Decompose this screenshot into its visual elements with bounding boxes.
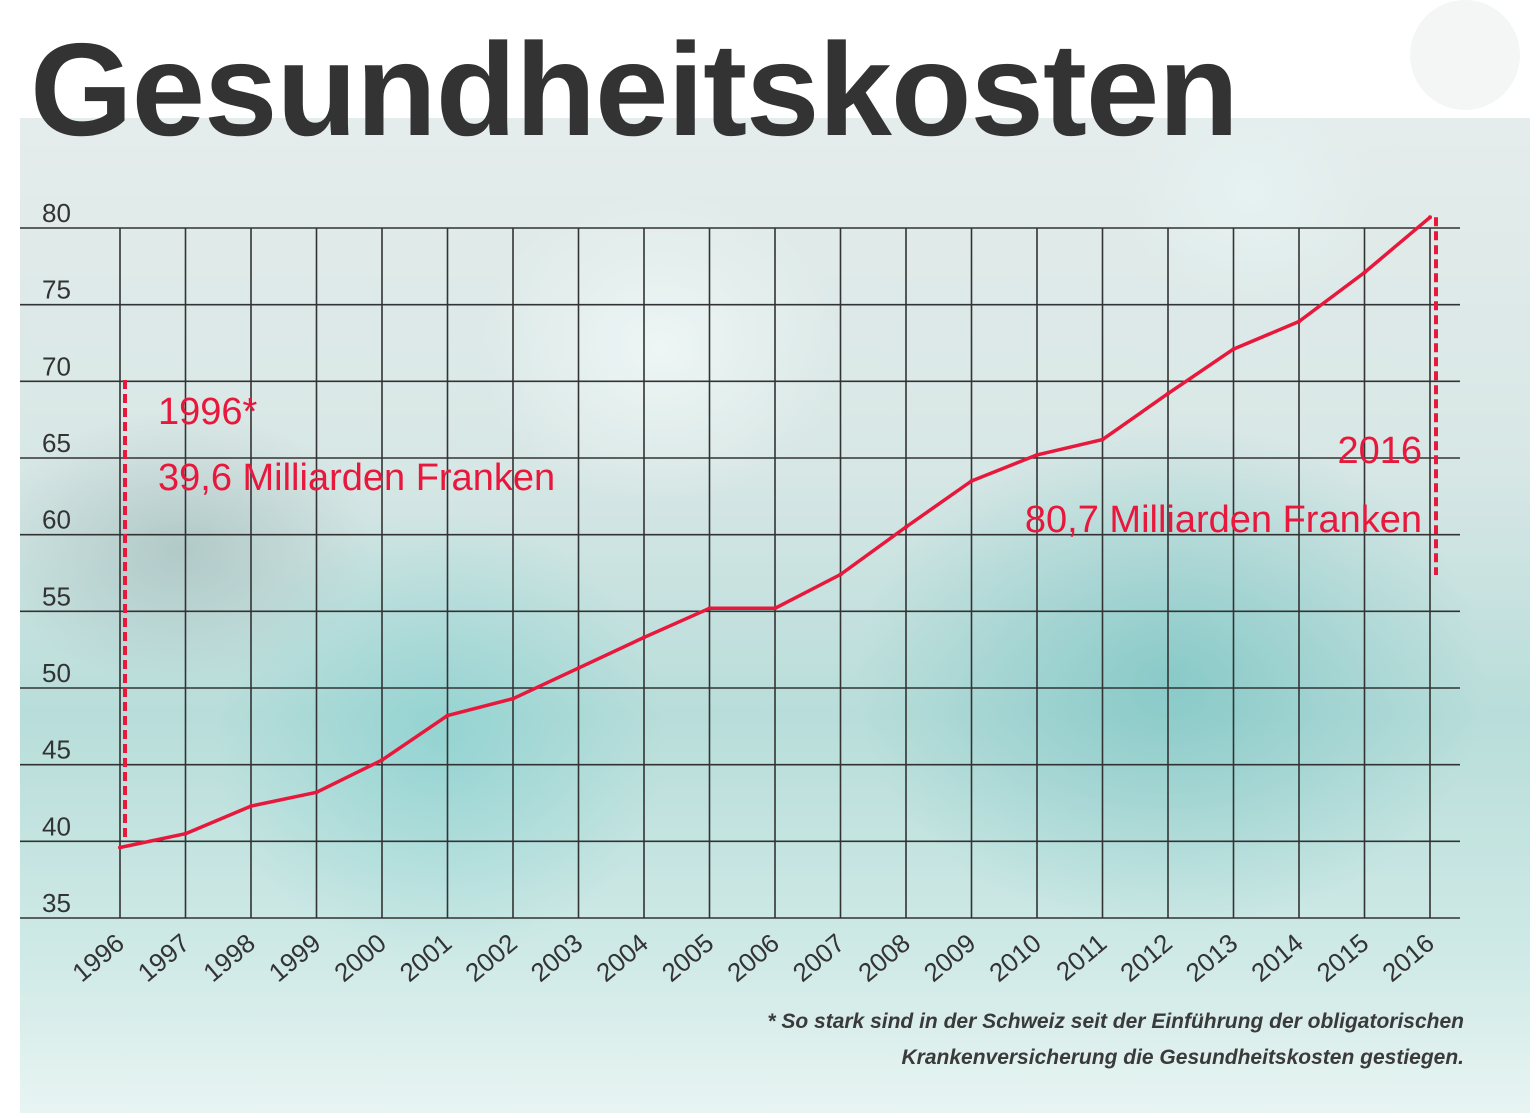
end-year-annotation: 2016 bbox=[1337, 430, 1422, 472]
y-tick-label: 70 bbox=[42, 351, 71, 381]
x-tick-label: 1996 bbox=[66, 928, 130, 988]
x-tick-label: 2016 bbox=[1376, 928, 1440, 988]
series-layer bbox=[118, 215, 1432, 850]
x-tick-label: 2007 bbox=[787, 928, 851, 988]
chart-grid bbox=[20, 227, 1460, 919]
data-point-2010 bbox=[1035, 452, 1039, 457]
x-axis-ticks: 1996 1997 1998 1999 2000 2001 2002 2003 2004 2005… bbox=[66, 928, 1440, 988]
data-point-2012 bbox=[1166, 391, 1170, 396]
data-point-2009 bbox=[969, 479, 974, 483]
x-tick-label: 2005 bbox=[656, 928, 720, 988]
data-point-2004 bbox=[642, 635, 646, 640]
corner-decoration bbox=[1410, 0, 1520, 110]
data-point-2002 bbox=[511, 696, 515, 701]
page-title: Gesundheitskosten bbox=[30, 16, 1239, 163]
data-point-1997 bbox=[183, 831, 188, 836]
data-point-2007 bbox=[838, 572, 843, 577]
data-point-2000 bbox=[380, 758, 384, 763]
x-tick-label: 2013 bbox=[1180, 928, 1244, 988]
data-point-2008 bbox=[904, 525, 908, 529]
x-tick-label: 1999 bbox=[263, 928, 327, 988]
data-point-2011 bbox=[1100, 437, 1105, 442]
y-axis-ticks: 35 40 45 50 55 60 65 70 75 80 bbox=[42, 198, 71, 918]
y-tick-label: 65 bbox=[42, 428, 71, 458]
data-point-1999 bbox=[314, 790, 319, 795]
y-tick-label: 50 bbox=[42, 658, 71, 688]
x-tick-label: 2011 bbox=[1050, 928, 1112, 987]
data-point-1996 bbox=[118, 845, 122, 850]
data-point-2013 bbox=[1231, 347, 1236, 352]
x-tick-label: 2001 bbox=[394, 928, 458, 988]
y-tick-label: 40 bbox=[42, 811, 71, 841]
y-tick-label: 80 bbox=[42, 198, 71, 228]
data-point-2016 bbox=[1428, 215, 1432, 220]
data-point-2014 bbox=[1297, 319, 1301, 324]
x-tick-label: 2010 bbox=[983, 928, 1047, 988]
data-point-2001 bbox=[445, 713, 450, 718]
x-tick-label: 2015 bbox=[1311, 928, 1375, 988]
footnote-line-2: Krankenversicherung die Gesundheitskoste… bbox=[901, 1046, 1465, 1069]
x-tick-label: 2008 bbox=[852, 928, 916, 988]
x-tick-label: 1997 bbox=[132, 928, 196, 988]
x-tick-label: 2003 bbox=[525, 928, 589, 988]
y-tick-label: 75 bbox=[42, 275, 71, 305]
x-tick-label: 2014 bbox=[1245, 928, 1309, 988]
y-tick-label: 35 bbox=[42, 888, 71, 918]
x-tick-label: 1998 bbox=[197, 928, 261, 988]
x-tick-label: 2009 bbox=[918, 928, 982, 988]
data-point-2005 bbox=[707, 606, 712, 611]
annotations: 1996* 39,6 Milliarden Franken 2016 80,7 … bbox=[158, 391, 1422, 541]
x-tick-label: 2006 bbox=[721, 928, 785, 988]
y-tick-label: 55 bbox=[42, 581, 71, 611]
annotation-guides bbox=[123, 217, 1438, 842]
data-point-2006 bbox=[773, 606, 777, 611]
footnote-line-1: * So stark sind in der Schweiz seit der … bbox=[767, 1010, 1464, 1033]
x-tick-label: 2012 bbox=[1114, 928, 1178, 988]
footnote: * So stark sind in der Schweiz seit der … bbox=[564, 1004, 1464, 1076]
start-year-annotation: 1996* bbox=[158, 391, 258, 433]
x-tick-label: 2002 bbox=[459, 928, 523, 988]
y-tick-label: 45 bbox=[42, 735, 71, 765]
x-tick-label: 2000 bbox=[328, 928, 392, 988]
end-value-annotation: 80,7 Milliarden Franken bbox=[1025, 499, 1422, 541]
start-value-annotation: 39,6 Milliarden Franken bbox=[158, 457, 555, 499]
data-point-1998 bbox=[249, 804, 253, 809]
x-tick-label: 2004 bbox=[590, 928, 654, 988]
y-tick-label: 60 bbox=[42, 505, 71, 535]
data-point-2015 bbox=[1362, 270, 1367, 275]
data-point-2003 bbox=[576, 666, 581, 671]
